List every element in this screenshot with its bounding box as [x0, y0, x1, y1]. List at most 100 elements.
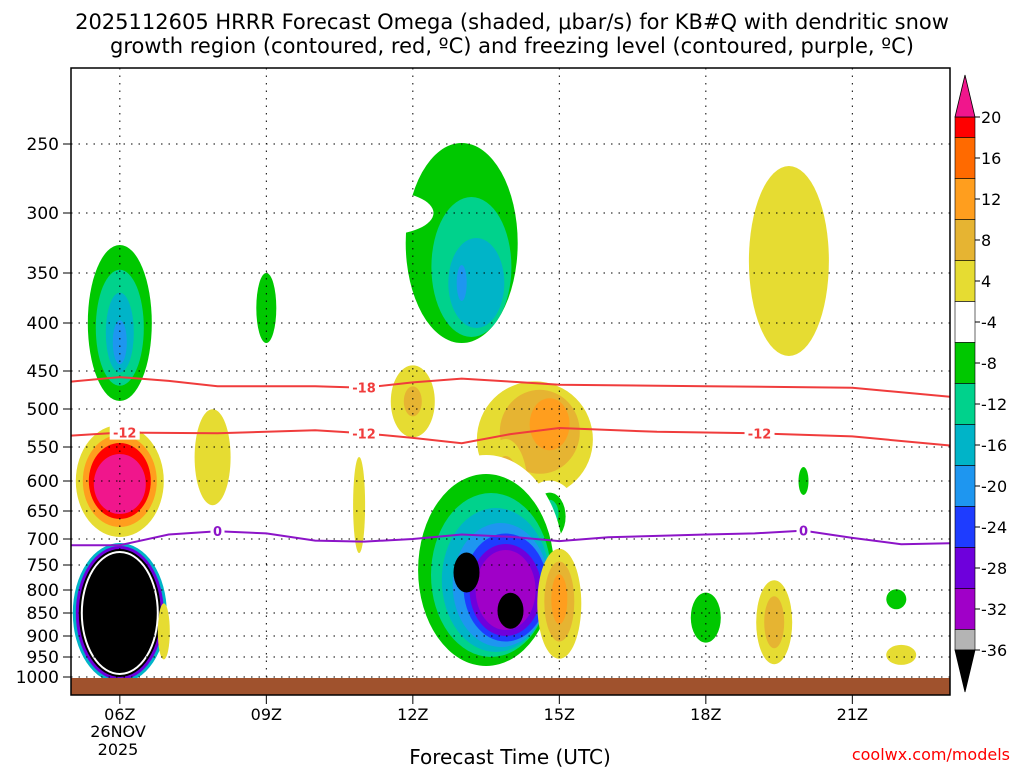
- colorbar-label-7: -12: [981, 395, 1007, 414]
- omega-cell-06z-upper-core: [112, 320, 127, 365]
- colorbar-box-1: [954, 137, 976, 179]
- omega-cell-1130z-top-green: [333, 191, 434, 235]
- chart-title-line1: 2025112605 HRRR Forecast Omega (shaded, …: [75, 10, 949, 34]
- freezing-label-1: 0: [799, 525, 808, 540]
- colorbar-label-0: 20: [981, 108, 1001, 127]
- x-tick-label-09Z: 09Z: [251, 705, 282, 724]
- colorbar-box-13: [954, 629, 976, 651]
- colorbar-box-5: [954, 301, 976, 343]
- omega-cell-17z-green: [630, 113, 675, 313]
- omega-cell-21z-low-teal: [886, 589, 907, 610]
- plot-frame: [70, 67, 951, 696]
- y-tick-label-800: 800: [27, 581, 59, 601]
- omega-cell-18z-low-teal: [690, 592, 721, 643]
- dgz-label-bg-1: [109, 424, 140, 440]
- omega-cell-06z-mid-magenta: [93, 454, 146, 514]
- omega-shading: [71, 95, 950, 688]
- omega-cell-19z-low-orange: [764, 596, 785, 649]
- omega-cell-0630z-low-yellow: [157, 603, 170, 660]
- y-tick-label-650: 650: [27, 502, 59, 522]
- colorbar-label-10: -24: [981, 518, 1007, 537]
- omega-cell-1330z-low-core1: [453, 552, 480, 593]
- y-tick-label-950: 950: [27, 648, 59, 668]
- freezing-label-0: 0: [213, 525, 222, 540]
- colorbar-box-4: [954, 260, 976, 302]
- temperature-contours: -18 -12 -12 -12 0 0: [71, 376, 950, 547]
- colorbar-label-13: -36: [981, 641, 1007, 660]
- omega-cell-06z-core-outline: [80, 551, 159, 675]
- omega-cell-15z-low-red: [551, 574, 568, 625]
- x-tick-label-18Z: 18Z: [690, 705, 721, 724]
- colorbar-box-10: [954, 506, 976, 548]
- x-tick-label-15Z: 15Z: [544, 705, 575, 724]
- y-tick-label-500: 500: [27, 400, 59, 420]
- colorbar-label-5: -4: [981, 313, 997, 332]
- y-tick-label-750: 750: [27, 556, 59, 576]
- ground-strip: [71, 678, 950, 695]
- freezing-level-contour: [71, 529, 950, 547]
- colorbar-label-4: 4: [981, 272, 991, 291]
- omega-cell-22z-green: [891, 288, 922, 469]
- dgz-contour-minus18: [71, 376, 950, 398]
- date-line1: 26NOV: [90, 722, 146, 741]
- y-tick-label-550: 550: [27, 438, 59, 458]
- y-tick-label-1000: 1000: [16, 668, 59, 688]
- y-tick-label-400: 400: [27, 314, 59, 334]
- y-tick-label-450: 450: [27, 362, 59, 382]
- colorbar-label-6: -8: [981, 354, 997, 373]
- omega-cell-1330z-low-core2: [497, 592, 524, 629]
- dgz-label-bg-3: [744, 425, 775, 441]
- colorbar-label-1: 16: [981, 149, 1001, 168]
- y-tick-label-300: 300: [27, 204, 59, 224]
- freezing-label-bg-0: [210, 523, 225, 539]
- colorbar-label-2: 12: [981, 190, 1001, 209]
- omega-cell-20z-teal: [798, 467, 809, 495]
- chart-title-line2: growth region (contoured, red, ºC) and f…: [110, 34, 914, 58]
- x-tick-label-21Z: 21Z: [837, 705, 868, 724]
- colorbar-bottom-arrow: [954, 649, 976, 693]
- x-tick-label-12Z: 12Z: [397, 705, 428, 724]
- dgz-label-0: -18: [352, 382, 376, 397]
- colorbar-top-arrow: [954, 74, 976, 118]
- dgz-label-bg-2: [349, 425, 379, 441]
- colorbar: 20 16 12 8 4 -4 -8 -12 -16 -20 -24 -28 -32 -36: [954, 74, 1007, 693]
- colorbar-label-9: -20: [981, 477, 1007, 496]
- y-tick-label-850: 850: [27, 604, 59, 624]
- colorbar-box-9: [954, 465, 976, 507]
- omega-cell-06z-low-core: [78, 549, 161, 677]
- freezing-label-bg-1: [796, 522, 811, 538]
- x-tick-label-06Z: 06Z: [104, 705, 135, 724]
- colorbar-label-12: -32: [981, 600, 1007, 619]
- y-tick-label-900: 900: [27, 627, 59, 647]
- y-tick-label-250: 250: [27, 135, 59, 155]
- omega-cell-07z-yellow: [194, 409, 231, 506]
- colorbar-label-3: 8: [981, 231, 991, 250]
- colorbar-box-0: [954, 116, 976, 138]
- colorbar-box-8: [954, 424, 976, 466]
- omega-cell-19z-yellow: [748, 166, 829, 356]
- omega-cell-12z-upper-blue: [448, 238, 505, 328]
- dgz-label-3: -12: [748, 427, 772, 442]
- colorbar-box-7: [954, 383, 976, 425]
- omega-cell-12z-upper-core: [456, 265, 467, 301]
- y-tick-label-350: 350: [27, 264, 59, 284]
- credit-text: coolwx.com/models: [852, 745, 1010, 764]
- colorbar-box-12: [954, 588, 976, 630]
- dgz-label-1: -12: [113, 427, 137, 442]
- time-axis: 06Z 09Z 12Z 15Z 18Z 21Z: [104, 695, 868, 724]
- omega-cell-2230z-low-green: [907, 548, 950, 592]
- colorbar-label-8: -16: [981, 436, 1007, 455]
- colorbar-box-11: [954, 547, 976, 589]
- omega-cell-22z-low-yellow: [886, 644, 917, 665]
- omega-cell-1030z-yellow: [353, 457, 366, 553]
- dgz-label-bg-0: [349, 379, 379, 395]
- date-line2: 2025: [98, 740, 139, 759]
- omega-cell-0830z-small-green: [231, 651, 252, 667]
- dgz-label-2: -12: [352, 427, 376, 442]
- colorbar-box-6: [954, 342, 976, 384]
- omega-cell-14z-mid-red: [529, 398, 570, 451]
- y-tick-label-600: 600: [27, 472, 59, 492]
- pressure-axis: 250 300 350 400 450 500 550 600 650 700 750 800 850 9…: [16, 135, 71, 688]
